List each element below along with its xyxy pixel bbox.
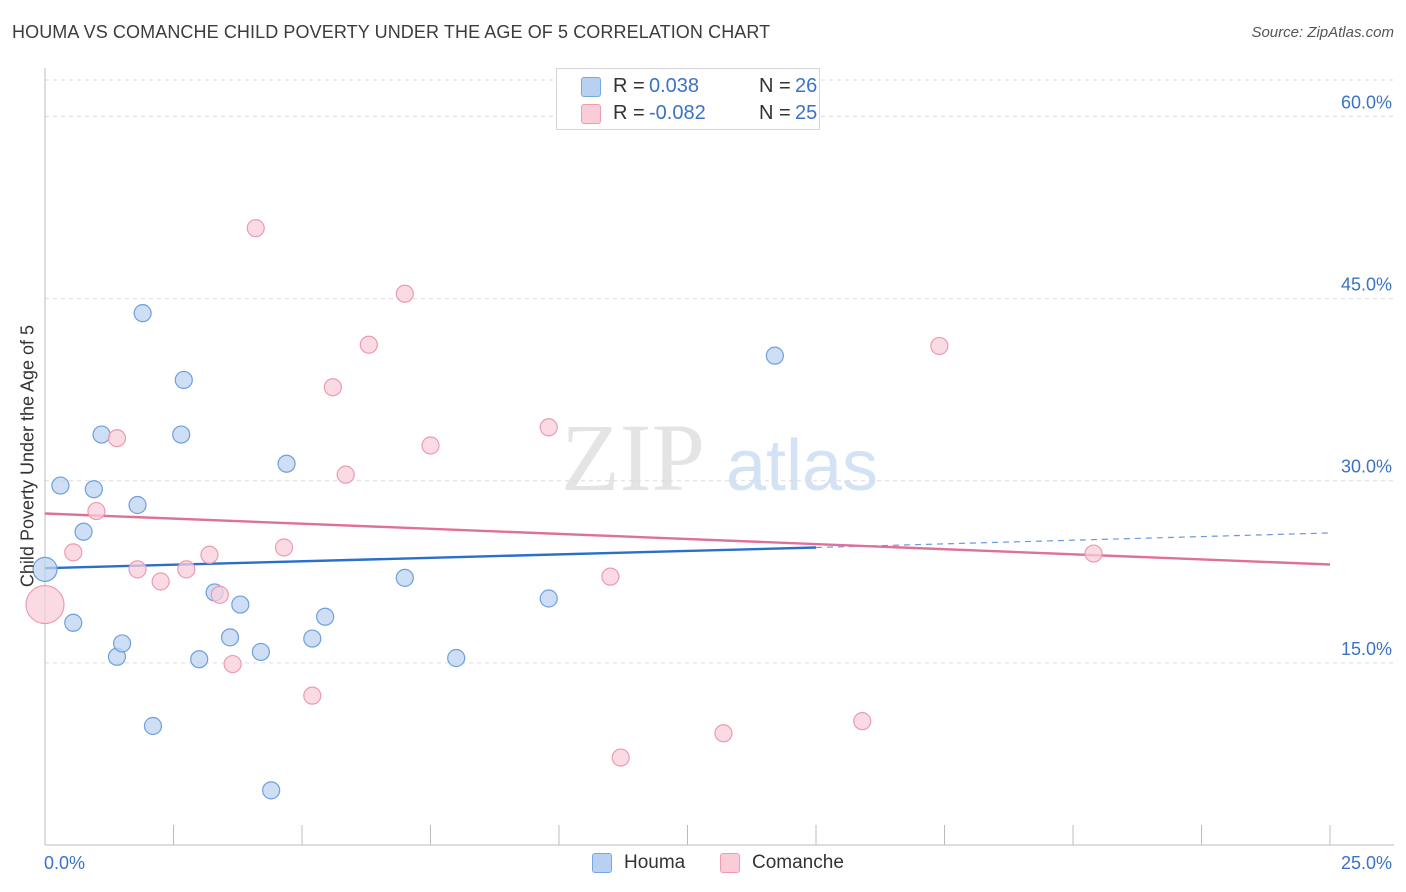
houma-point — [74, 522, 93, 541]
comanche-point — [128, 560, 147, 579]
comanche-point — [246, 219, 265, 238]
source-label: Source: ZipAtlas.com — [1251, 24, 1394, 41]
y-tick-label: 45.0% — [1341, 275, 1392, 295]
watermark-zip: ZIP — [561, 404, 705, 511]
houma-point — [128, 495, 147, 515]
chart-title: HOUMA VS COMANCHE CHILD POVERTY UNDER TH… — [12, 22, 771, 42]
houma-point — [262, 781, 281, 800]
comanche-point — [64, 543, 83, 562]
houma-swatch — [581, 77, 601, 97]
houma-point — [112, 634, 132, 653]
x-tick-label: 0.0% — [44, 853, 85, 873]
houma-point — [64, 613, 83, 632]
comanche-point — [336, 465, 355, 484]
houma-point — [92, 425, 111, 444]
houma-point — [51, 476, 70, 495]
comanche-trend-line — [44, 512, 1331, 566]
comanche-point — [714, 724, 733, 743]
comanche-point — [25, 584, 65, 625]
n-label: N = — [759, 102, 791, 124]
y-tick-label: 60.0% — [1341, 92, 1392, 112]
n-value: 26 — [795, 75, 818, 97]
houma-legend-swatch — [592, 853, 612, 873]
y-axis-label: Child Poverty Under the Age of 5 — [17, 324, 38, 588]
comanche-point — [151, 572, 170, 591]
houma-point — [277, 454, 296, 473]
comanche-point — [303, 686, 322, 705]
r-label: R = — [613, 102, 645, 124]
r-label: R = — [613, 75, 645, 97]
houma-point — [84, 480, 103, 499]
comanche-point — [107, 429, 127, 448]
houma-point — [395, 568, 414, 587]
r-value: 0.038 — [649, 75, 700, 97]
y-tick-label: 15.0% — [1341, 639, 1392, 659]
axes — [44, 68, 1394, 846]
houma-point — [231, 595, 250, 614]
data-points — [25, 219, 1103, 800]
houma-legend-label: Houma — [624, 852, 686, 873]
comanche-point — [395, 284, 414, 303]
houma-point — [32, 556, 58, 582]
houma-point — [251, 642, 270, 662]
houma-point — [447, 648, 466, 668]
houma-point — [303, 629, 322, 648]
houma-point — [220, 628, 240, 647]
comanche-point — [1084, 544, 1103, 563]
houma-trend-line — [44, 546, 817, 570]
comanche-legend-label: Comanche — [752, 852, 844, 873]
houma-point — [190, 650, 209, 669]
comanche-point — [539, 418, 558, 437]
houma-point — [143, 716, 163, 736]
comanche-swatch — [581, 104, 601, 124]
tick-labels: 15.0% 30.0% 45.0% 60.0% 0.0% 25.0% — [44, 92, 1392, 873]
comanche-point — [853, 712, 872, 731]
comanche-point — [611, 748, 630, 767]
comanche-point — [274, 538, 294, 557]
correlation-legend: R = 0.038 N = 26 R = -0.082 N = 25 — [556, 68, 820, 130]
comanche-legend-swatch — [720, 853, 740, 873]
houma-point — [133, 304, 152, 323]
y-tick-label: 30.0% — [1341, 457, 1392, 477]
trend-lines — [44, 512, 1331, 570]
comanche-point — [601, 567, 620, 586]
comanche-point — [359, 335, 378, 354]
houma-point — [765, 346, 784, 365]
watermark-atlas: atlas — [726, 426, 878, 506]
houma-point — [539, 589, 558, 608]
gridlines — [45, 79, 1394, 664]
n-value: 25 — [795, 102, 818, 124]
comanche-point — [421, 436, 440, 455]
x-tick-label: 25.0% — [1341, 853, 1392, 873]
houma-point — [174, 370, 193, 390]
comanche-point — [223, 654, 242, 674]
houma-point — [172, 425, 191, 444]
comanche-point — [323, 378, 342, 397]
comanche-point — [210, 585, 229, 604]
n-label: N = — [759, 75, 791, 97]
comanche-point — [87, 501, 106, 521]
comanche-point — [200, 545, 219, 564]
comanche-point — [930, 336, 949, 356]
houma-trend-extension — [815, 532, 1331, 549]
r-value: -0.082 — [649, 102, 706, 124]
houma-point — [316, 607, 335, 626]
comanche-point — [177, 560, 196, 579]
